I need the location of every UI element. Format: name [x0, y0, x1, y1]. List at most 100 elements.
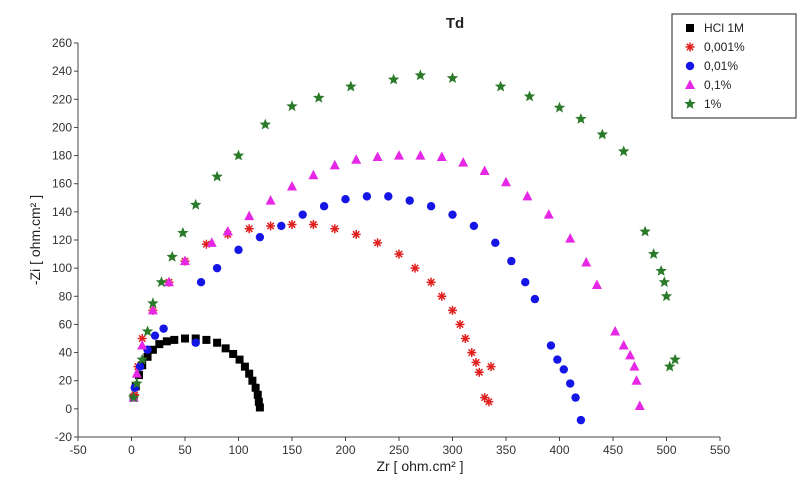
data-point: [629, 361, 640, 371]
data-point: [211, 170, 223, 182]
data-point: [571, 393, 580, 402]
data-point: [162, 337, 171, 346]
data-point: [426, 277, 436, 287]
asterisk-stroke: [427, 278, 435, 286]
asterisk-stroke: [456, 320, 464, 329]
asterisk-stroke: [331, 225, 339, 233]
y-tick-label: 160: [52, 177, 72, 191]
legend-marker: [685, 42, 695, 52]
x-tick-label: 50: [178, 443, 192, 457]
asterisk-stroke: [472, 358, 480, 367]
data-point: [155, 276, 168, 288]
data-point: [596, 128, 608, 140]
data-point: [254, 397, 263, 406]
data-point: [351, 154, 362, 164]
data-point: [266, 221, 276, 231]
y-tick-label: 20: [59, 374, 73, 388]
data-point: [581, 257, 592, 267]
data-point: [618, 340, 629, 350]
data-point: [177, 227, 189, 238]
data-point: [351, 229, 361, 239]
y-tick-label: 40: [59, 346, 73, 360]
asterisk-stroke: [395, 250, 403, 258]
asterisk-stroke: [438, 292, 446, 300]
data-point: [245, 369, 254, 378]
data-point: [543, 209, 554, 219]
data-point: [523, 90, 536, 102]
data-point: [458, 157, 469, 167]
data-point: [248, 376, 257, 385]
data-point: [373, 238, 383, 248]
y-tick-label: 80: [59, 289, 73, 303]
data-point: [507, 256, 516, 266]
y-tick-label: 140: [52, 205, 72, 219]
data-point: [345, 80, 357, 92]
data-point: [253, 390, 262, 399]
data-point: [148, 345, 157, 354]
data-point: [455, 319, 465, 329]
data-point: [202, 335, 211, 344]
x-tick-label: 400: [549, 443, 569, 457]
x-tick-label: 200: [335, 443, 355, 457]
series-group: [127, 69, 681, 403]
data-point: [448, 210, 457, 219]
legend-items: HCl 1M 0,001% 0,01% 0,1% 1%: [684, 21, 745, 111]
asterisk-stroke: [245, 225, 253, 233]
data-point: [329, 159, 340, 170]
data-point: [655, 265, 667, 276]
data-point: [221, 344, 230, 353]
asterisk-stroke: [475, 368, 483, 376]
data-point: [436, 151, 447, 161]
y-tick-label: 200: [52, 120, 72, 134]
data-point: [648, 248, 660, 259]
data-point: [141, 325, 154, 337]
data-point: [277, 221, 286, 231]
data-point: [155, 340, 164, 349]
data-point: [486, 362, 496, 372]
x-tick-label: 350: [496, 443, 516, 457]
data-point: [625, 349, 636, 360]
chart-title: Td: [446, 15, 464, 32]
data-point: [426, 202, 436, 211]
x-axis-ticks: -50 0 50 100 150 200 250 300 350 400 450 500 550: [69, 437, 730, 457]
asterisk-stroke: [461, 334, 470, 343]
asterisk-stroke: [468, 348, 476, 357]
x-tick-label: -50: [69, 443, 87, 457]
x-tick-label: 100: [228, 443, 248, 457]
data-point: [575, 113, 587, 124]
data-point: [251, 383, 260, 392]
data-point: [639, 225, 651, 237]
x-tick-label: 450: [603, 443, 623, 457]
asterisk-stroke: [686, 43, 694, 51]
asterisk-stroke: [202, 240, 211, 248]
data-point: [212, 263, 222, 273]
data-point: [591, 279, 602, 290]
data-point: [191, 338, 200, 347]
data-point: [372, 151, 383, 161]
y-tick-label: 180: [52, 149, 72, 163]
data-point: [494, 80, 507, 92]
asterisk-stroke: [138, 334, 146, 343]
data-point: [319, 202, 329, 211]
asterisk-stroke: [485, 398, 493, 406]
legend-marker: [685, 79, 695, 89]
data-point: [491, 238, 500, 248]
data-point: [143, 352, 152, 361]
x-tick-label: 500: [656, 443, 676, 457]
data-point: [259, 118, 271, 130]
data-point: [166, 250, 178, 262]
data-point: [415, 150, 426, 160]
legend-label: 0,01%: [704, 59, 738, 73]
data-point: [566, 379, 575, 388]
legend-marker: [684, 98, 696, 109]
data-point: [394, 249, 404, 259]
data-point: [287, 220, 297, 230]
y-tick-label: -20: [55, 430, 73, 444]
data-point: [191, 334, 200, 343]
legend-marker: [686, 24, 694, 32]
legend-label: 0,001%: [704, 40, 745, 54]
data-point: [229, 349, 238, 358]
legend-label: 0,1%: [704, 78, 732, 92]
data-point: [387, 73, 400, 85]
asterisk-stroke: [352, 230, 360, 239]
